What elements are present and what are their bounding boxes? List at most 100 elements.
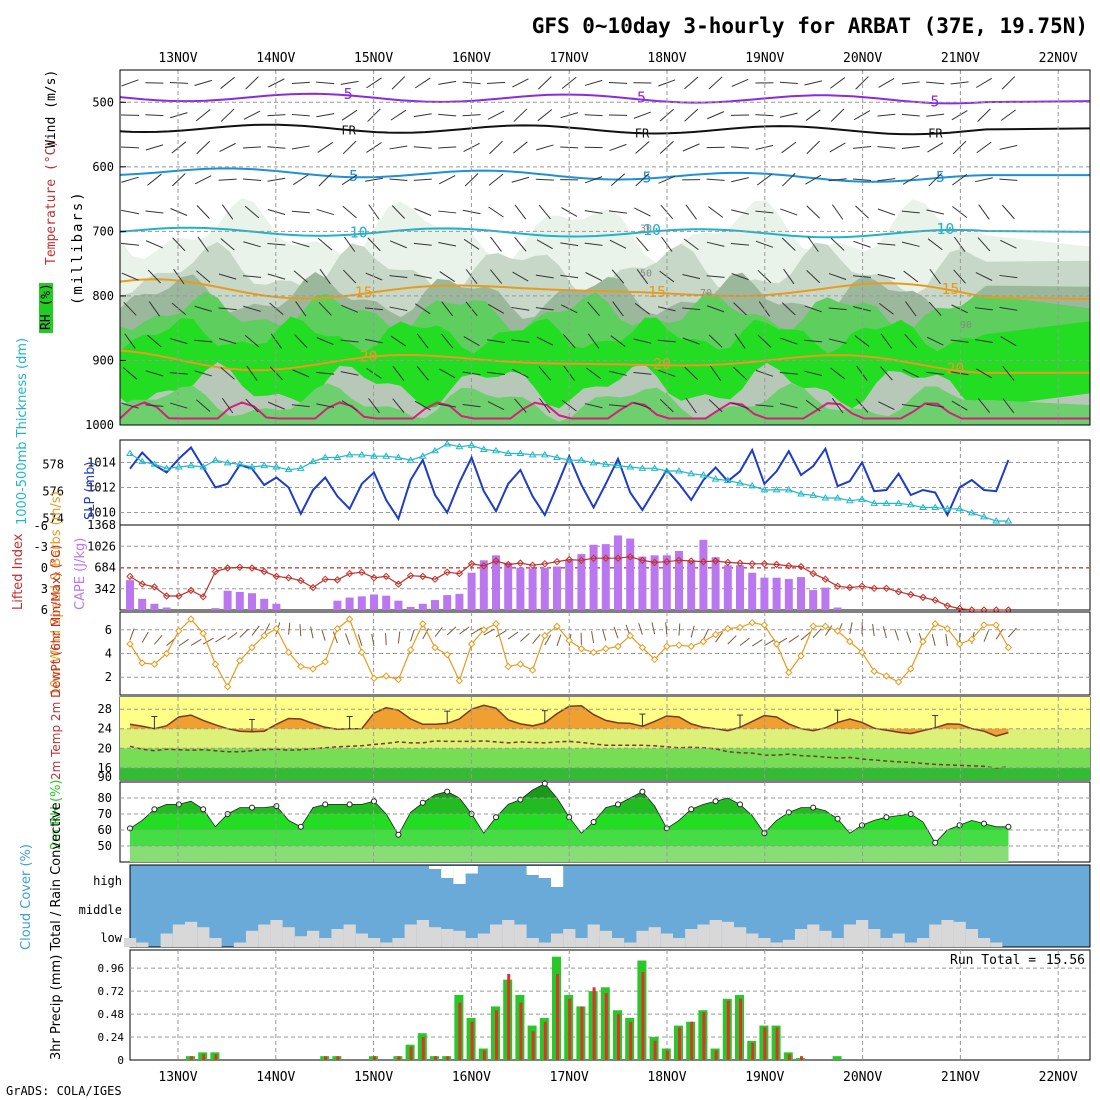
- cape-panel: -6 -3 0 3 6 1368 1026 684 342 Lifted Index CAPE …: [11, 518, 1091, 617]
- wind-barb: [950, 339, 969, 343]
- cloud-low-bar: [441, 929, 454, 947]
- precip-ticks: 0.96 0.72 0.48 0.24 0: [98, 962, 125, 1067]
- isotherm-label: 5: [936, 168, 945, 186]
- cape-bar: [675, 550, 683, 610]
- thickness-point: [760, 485, 769, 493]
- wind-barb: [780, 208, 798, 216]
- li-point: [919, 593, 927, 602]
- thickness-point: [577, 456, 586, 463]
- wind-barb: [682, 337, 700, 345]
- wind10m-point: [894, 678, 903, 686]
- cloud-high-gap: [551, 866, 564, 887]
- thickness-point: [870, 499, 879, 506]
- date-label-top: 17NOV: [550, 51, 589, 66]
- li-point: [309, 583, 317, 592]
- cloud-high-gap: [538, 866, 551, 878]
- wind-barb: [781, 141, 797, 154]
- li-point: [858, 582, 866, 590]
- isotherm-label: 10: [643, 221, 661, 239]
- wind10m-point: [492, 620, 500, 628]
- rh-label: RH (%): [39, 283, 54, 330]
- wind-barb: [852, 178, 872, 182]
- cape-bar: [138, 598, 147, 610]
- wind-barb: [170, 112, 188, 119]
- cape-bar: [833, 607, 842, 610]
- wind-barb: [464, 173, 479, 187]
- wind-barb: [853, 240, 871, 248]
- wind-barb: [612, 301, 624, 317]
- wind10m-point: [955, 640, 964, 648]
- rh2m-label: 2m RH (%): [49, 779, 64, 850]
- cape-bar: [479, 560, 488, 610]
- wind-barb: [487, 371, 505, 376]
- thickness-point: [650, 464, 659, 471]
- wind-barb: [291, 404, 310, 408]
- wind-barb: [438, 80, 457, 85]
- wind-barb: [587, 333, 600, 349]
- wind10m-point: [272, 624, 281, 633]
- wind10m-barb: [288, 622, 291, 635]
- wind10m-point: [772, 640, 781, 648]
- isotherm-line: [119, 92, 1091, 105]
- wind-barb: [390, 109, 407, 121]
- wind10m-barb: [227, 632, 238, 641]
- wind-barb: [609, 239, 627, 249]
- wind-barb: [782, 173, 796, 187]
- top-date-axis: 13NOV 14NOV 15NOV 16NOV 17NOV 18NOV 19NOV 20NOV…: [158, 51, 1078, 66]
- wind-barb: [121, 79, 139, 87]
- wind10m-barb: [906, 631, 912, 643]
- wind-barb: [221, 204, 234, 220]
- li-point: [345, 569, 354, 578]
- tick-label: high: [93, 874, 122, 888]
- thickness-point: [601, 460, 610, 467]
- wind-barb: [316, 371, 335, 375]
- precip-conv-bar: [690, 1021, 694, 1060]
- thickness-point: [638, 464, 647, 471]
- wind-barb: [828, 178, 847, 182]
- cloud-low-bar: [953, 921, 966, 947]
- wind10m-point: [394, 675, 403, 684]
- li-point: [187, 586, 195, 595]
- li-point: [406, 571, 415, 580]
- rh2m-point: [444, 788, 451, 795]
- wind10m-point: [248, 643, 256, 652]
- wind-barb: [901, 241, 920, 247]
- wind-barb: [291, 145, 310, 150]
- wind-barb: [390, 335, 407, 347]
- wind-barb: [877, 178, 896, 182]
- wind-barb: [804, 370, 823, 377]
- thickness-axis-label: 1000-500mb Thickness (dm): [15, 338, 30, 525]
- wind-barb: [804, 339, 823, 343]
- wind-barb: [169, 81, 188, 84]
- wind10m-barb: [459, 626, 470, 635]
- tick-label: 1000: [85, 418, 114, 432]
- wind-barb: [316, 113, 335, 118]
- cloud-low-bar: [575, 938, 588, 947]
- wind-barb: [343, 236, 356, 252]
- wind-barb: [122, 367, 138, 380]
- wind-barb: [710, 365, 722, 382]
- wind-barb: [513, 141, 528, 154]
- cape-bar: [162, 607, 171, 610]
- thickness-point: [736, 479, 744, 486]
- wind10m-barb: [422, 628, 429, 640]
- li-point: [785, 562, 793, 570]
- wind10m-point: [846, 637, 854, 646]
- thickness-point: [980, 512, 988, 520]
- cape-bar: [662, 555, 671, 610]
- wind10m-point: [858, 648, 866, 657]
- wind-barb: [730, 146, 750, 149]
- thickness-point: [187, 461, 195, 469]
- wind-barb: [489, 140, 503, 155]
- wind10m-point: [553, 622, 561, 630]
- thickness-point: [540, 450, 549, 458]
- slp-axis-label: SLP (mb): [83, 461, 98, 520]
- wind-barb: [342, 140, 357, 155]
- wind-barb: [683, 238, 699, 251]
- date-label-top: 19NOV: [745, 51, 784, 66]
- thickness-point: [455, 442, 464, 450]
- li-point: [626, 553, 634, 561]
- wind-barb: [901, 404, 920, 408]
- wind-barb: [439, 368, 456, 379]
- wind-barb: [269, 366, 283, 381]
